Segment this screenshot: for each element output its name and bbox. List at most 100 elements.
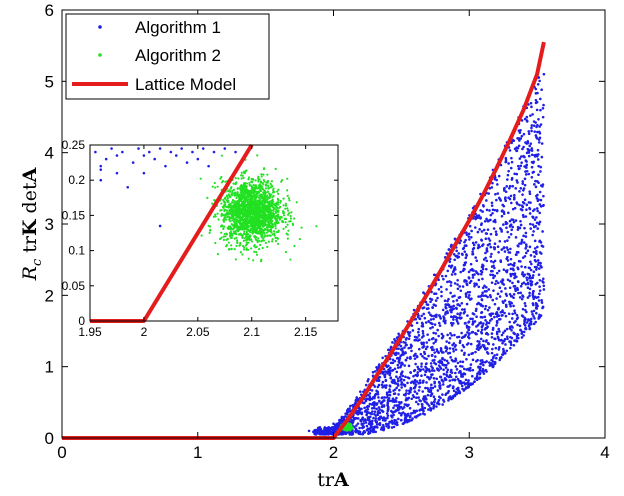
main-point-algorithm-1 bbox=[467, 353, 471, 357]
main-point-algorithm-1 bbox=[529, 283, 533, 287]
inset-point-algorithm-2 bbox=[220, 202, 223, 205]
main-point-algorithm-1 bbox=[426, 333, 429, 336]
main-point-algorithm-1 bbox=[385, 364, 388, 368]
main-point-algorithm-1 bbox=[466, 342, 470, 345]
main-point-algorithm-1 bbox=[493, 360, 497, 364]
main-point-algorithm-1 bbox=[537, 173, 540, 177]
main-point-algorithm-1 bbox=[489, 362, 492, 366]
main-point-algorithm-1 bbox=[395, 336, 399, 340]
main-point-algorithm-1 bbox=[523, 302, 527, 305]
main-point-algorithm-1 bbox=[359, 418, 362, 422]
main-point-algorithm-1 bbox=[541, 115, 545, 119]
inset-point-algorithm-2 bbox=[243, 237, 246, 240]
main-point-algorithm-1 bbox=[528, 245, 532, 249]
main-point-algorithm-1 bbox=[489, 245, 493, 249]
main-point-algorithm-1 bbox=[469, 342, 473, 346]
inset-point-algorithm-2 bbox=[236, 203, 239, 206]
inset-point-algorithm-2 bbox=[251, 230, 254, 233]
main-point-algorithm-1 bbox=[502, 349, 505, 352]
main-point-algorithm-1 bbox=[421, 307, 425, 310]
main-point-algorithm-1 bbox=[445, 359, 449, 363]
main-point-algorithm-1 bbox=[427, 354, 430, 358]
main-point-algorithm-1 bbox=[375, 379, 379, 382]
inset-point-algorithm-1 bbox=[223, 147, 227, 150]
main-point-algorithm-1 bbox=[439, 285, 443, 289]
inset-point-algorithm-2 bbox=[236, 239, 239, 242]
main-point-algorithm-1 bbox=[433, 400, 436, 403]
main-point-algorithm-1 bbox=[542, 194, 545, 198]
main-point-algorithm-1 bbox=[447, 389, 451, 393]
main-point-algorithm-1 bbox=[321, 431, 325, 434]
main-point-algorithm-1 bbox=[318, 426, 322, 429]
main-point-algorithm-1 bbox=[385, 412, 389, 415]
main-point-algorithm-1 bbox=[462, 267, 466, 271]
main-point-algorithm-1 bbox=[395, 386, 399, 390]
inset-point-algorithm-2 bbox=[277, 192, 280, 195]
main-point-algorithm-1 bbox=[445, 363, 448, 367]
inset-point-algorithm-2 bbox=[242, 176, 245, 179]
inset-point-algorithm-2 bbox=[231, 189, 234, 192]
main-point-algorithm-1 bbox=[437, 402, 441, 406]
inset-point-algorithm-2 bbox=[234, 177, 237, 180]
main-point-algorithm-1 bbox=[497, 269, 501, 273]
main-point-algorithm-1 bbox=[410, 324, 414, 327]
main-point-algorithm-1 bbox=[476, 323, 480, 327]
main-point-algorithm-1 bbox=[393, 367, 397, 371]
main-point-algorithm-1 bbox=[530, 129, 533, 133]
inset-point-algorithm-2 bbox=[234, 218, 237, 221]
main-point-algorithm-1 bbox=[464, 295, 468, 298]
main-point-algorithm-1 bbox=[325, 432, 329, 436]
main-point-algorithm-1 bbox=[497, 174, 501, 178]
main-point-algorithm-1 bbox=[518, 242, 521, 245]
inset-point-algorithm-2 bbox=[254, 184, 257, 188]
main-point-algorithm-1 bbox=[477, 278, 481, 282]
main-point-algorithm-1 bbox=[462, 367, 466, 371]
inset-point-algorithm-2 bbox=[268, 206, 271, 209]
main-point-algorithm-1 bbox=[473, 282, 476, 285]
inset-point-algorithm-2 bbox=[216, 212, 219, 215]
main-point-algorithm-1 bbox=[412, 374, 415, 378]
main-point-algorithm-1 bbox=[451, 347, 455, 351]
main-point-algorithm-1 bbox=[533, 258, 537, 262]
main-point-algorithm-1 bbox=[388, 388, 391, 391]
main-point-algorithm-1 bbox=[356, 409, 359, 413]
main-point-algorithm-1 bbox=[516, 251, 520, 254]
inset-point-algorithm-2 bbox=[276, 197, 279, 201]
main-point-algorithm-1 bbox=[520, 265, 523, 268]
main-point-algorithm-1 bbox=[420, 341, 423, 345]
main-point-algorithm-1 bbox=[387, 390, 391, 394]
main-point-algorithm-1 bbox=[396, 382, 400, 386]
main-point-algorithm-1 bbox=[378, 375, 382, 379]
main-point-algorithm-1 bbox=[467, 320, 471, 324]
main-point-algorithm-1 bbox=[422, 342, 425, 346]
legend: Algorithm 1 Algorithm 2 Lattice Model bbox=[65, 13, 270, 100]
main-point-algorithm-1 bbox=[378, 400, 381, 403]
main-point-algorithm-1 bbox=[441, 393, 444, 396]
main-point-algorithm-1 bbox=[542, 203, 545, 207]
inset-point-algorithm-1 bbox=[153, 157, 156, 161]
main-point-algorithm-1 bbox=[372, 406, 376, 410]
main-point-algorithm-1 bbox=[490, 335, 494, 339]
main-point-algorithm-1 bbox=[530, 176, 534, 179]
main-point-algorithm-1 bbox=[399, 364, 403, 367]
inset-point-algorithm-2 bbox=[268, 215, 272, 218]
main-point-algorithm-1 bbox=[452, 389, 456, 393]
main-point-algorithm-1 bbox=[446, 269, 450, 273]
main-point-algorithm-1 bbox=[515, 336, 519, 340]
main-point-algorithm-1 bbox=[400, 361, 404, 365]
main-point-algorithm-1 bbox=[498, 295, 502, 298]
inset-point-algorithm-2 bbox=[237, 195, 240, 198]
inset-point-algorithm-2 bbox=[235, 244, 238, 248]
main-point-algorithm-1 bbox=[519, 207, 523, 211]
main-point-algorithm-1 bbox=[429, 407, 433, 411]
main-point-algorithm-1 bbox=[424, 300, 428, 304]
main-point-algorithm-1 bbox=[415, 400, 418, 404]
main-point-algorithm-1 bbox=[370, 425, 373, 429]
main-point-algorithm-1 bbox=[468, 290, 472, 294]
inset-point-algorithm-2 bbox=[230, 210, 233, 213]
main-point-algorithm-1 bbox=[372, 404, 376, 408]
main-point-algorithm-1 bbox=[522, 234, 525, 238]
inset-point-algorithm-2 bbox=[264, 187, 268, 190]
main-point-algorithm-1 bbox=[338, 418, 341, 422]
main-point-algorithm-1 bbox=[538, 289, 542, 292]
